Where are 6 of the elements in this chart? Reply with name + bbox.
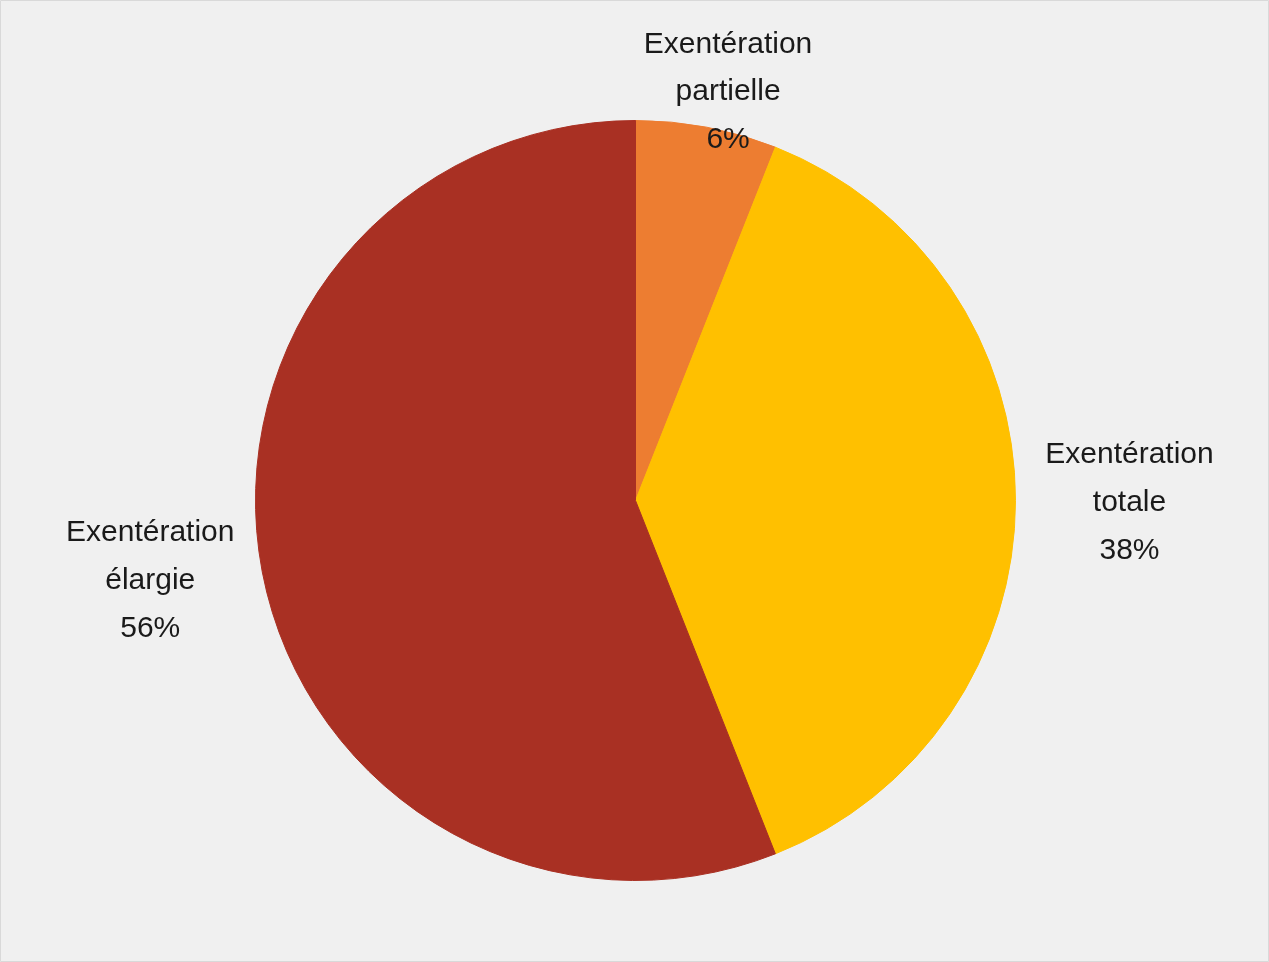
data-label: 38% [1099,531,1160,565]
slice-label: Exentération partielle [643,25,813,107]
data-label: 56% [120,610,181,644]
slice-label: Exentération totale [1045,436,1214,517]
slice-label: Exentération élargie [66,514,235,596]
data-label: 6% [706,121,750,155]
